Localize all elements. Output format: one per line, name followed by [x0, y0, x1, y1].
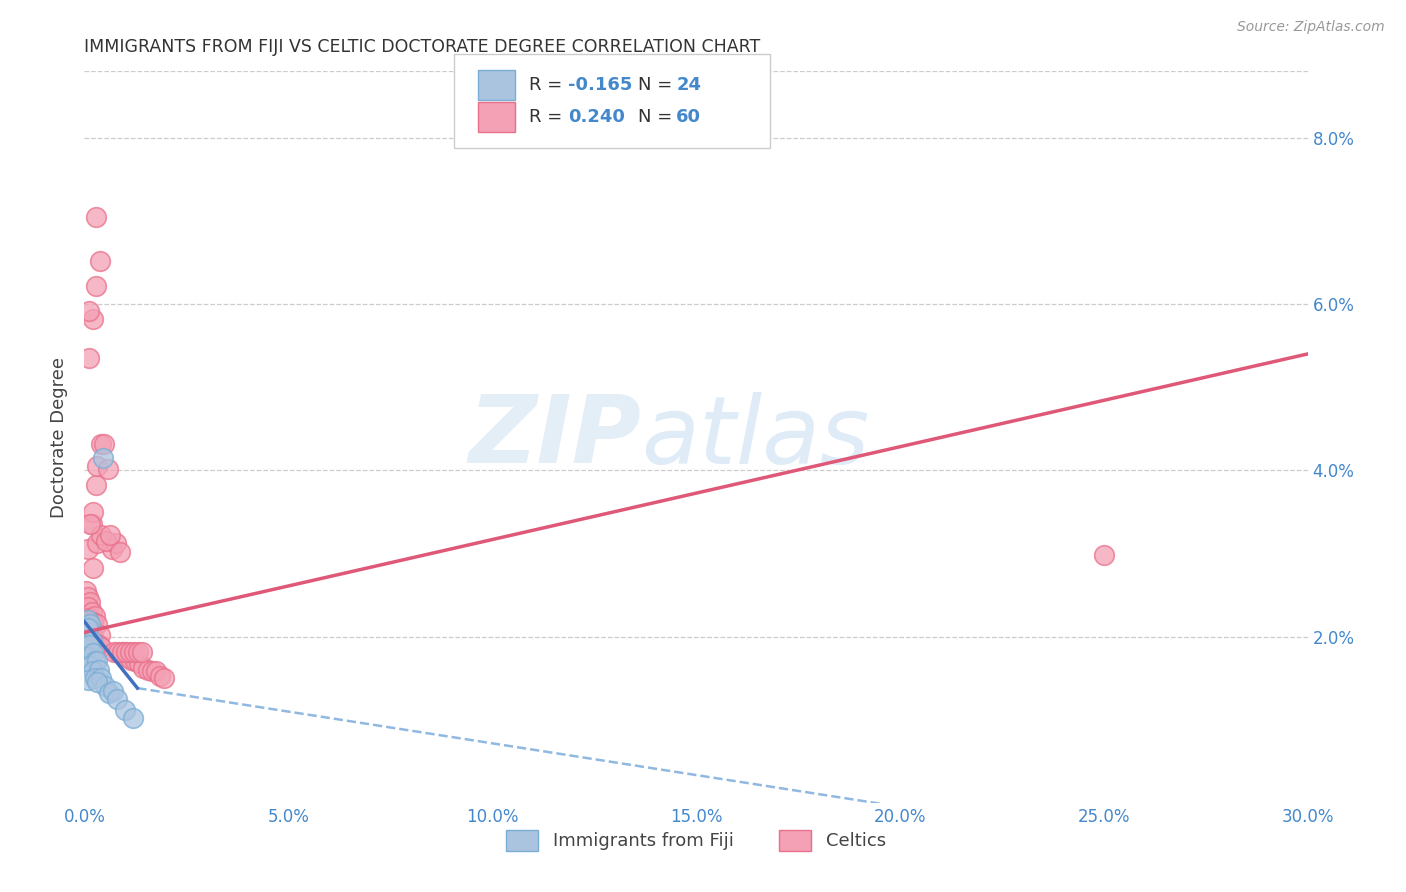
Point: [82, 615, 104, 629]
Point: [84, 478, 107, 492]
Point: [101, 542, 124, 557]
Point: [111, 644, 134, 658]
Point: [89, 628, 111, 642]
Point: [120, 653, 142, 667]
Point: [127, 644, 149, 658]
Point: [77, 621, 100, 635]
Point: [103, 644, 125, 658]
Point: [77, 590, 100, 604]
Point: [86, 655, 108, 669]
Point: [82, 630, 104, 644]
Point: [128, 656, 150, 670]
Point: [90, 671, 112, 685]
Point: [82, 561, 104, 575]
Point: [75, 642, 97, 657]
Point: [80, 605, 103, 619]
Point: [86, 617, 108, 632]
Text: N =: N =: [638, 76, 678, 94]
Point: [83, 608, 105, 623]
Point: [132, 661, 155, 675]
Point: [82, 646, 104, 660]
Point: [79, 517, 101, 532]
Point: [90, 640, 112, 654]
Point: [80, 517, 103, 532]
Point: [79, 658, 101, 673]
Point: [76, 650, 98, 665]
Point: [112, 644, 135, 658]
Point: [77, 673, 100, 687]
Text: -0.165: -0.165: [568, 76, 633, 94]
Text: IMMIGRANTS FROM FIJI VS CELTIC DOCTORATE DEGREE CORRELATION CHART: IMMIGRANTS FROM FIJI VS CELTIC DOCTORATE…: [84, 38, 761, 56]
Point: [122, 644, 145, 658]
Point: [86, 459, 108, 474]
Point: [90, 436, 112, 450]
Point: [105, 692, 128, 706]
Point: [82, 505, 104, 519]
Point: [80, 633, 103, 648]
Point: [90, 528, 112, 542]
Point: [115, 644, 138, 658]
Point: [75, 583, 97, 598]
Point: [76, 613, 98, 627]
Point: [124, 655, 146, 669]
Point: [97, 686, 120, 700]
Point: [83, 655, 105, 669]
Point: [83, 671, 105, 685]
Point: [149, 669, 172, 683]
Point: [87, 638, 110, 652]
Point: [87, 663, 110, 677]
Point: [89, 253, 111, 268]
Point: [94, 533, 117, 548]
Point: [141, 665, 163, 679]
Point: [76, 625, 98, 640]
Text: 0.240: 0.240: [568, 108, 624, 126]
Text: Source: ZipAtlas.com: Source: ZipAtlas.com: [1237, 20, 1385, 34]
Text: 60: 60: [676, 108, 702, 126]
Point: [82, 312, 104, 326]
Point: [77, 632, 100, 646]
Point: [98, 528, 121, 542]
Point: [114, 703, 136, 717]
Point: [82, 665, 104, 679]
Point: [86, 536, 108, 550]
Text: N =: N =: [638, 108, 678, 126]
Text: 24: 24: [676, 76, 702, 94]
Point: [107, 644, 129, 658]
Point: [1092, 548, 1115, 562]
Point: [77, 351, 100, 365]
Point: [76, 600, 98, 615]
Legend: Immigrants from Fiji, Celtics: Immigrants from Fiji, Celtics: [496, 821, 896, 860]
Text: R =: R =: [529, 76, 568, 94]
Point: [110, 545, 132, 559]
Point: [77, 542, 100, 557]
Point: [77, 611, 100, 625]
Point: [91, 450, 114, 465]
Text: R =: R =: [529, 108, 568, 126]
Point: [77, 303, 100, 318]
Point: [77, 617, 100, 632]
Point: [145, 665, 167, 679]
Point: [93, 680, 115, 694]
Point: [118, 644, 141, 658]
Text: ZIP: ZIP: [468, 391, 641, 483]
Point: [84, 278, 107, 293]
Point: [79, 594, 101, 608]
Point: [93, 436, 115, 450]
Point: [97, 461, 120, 475]
Point: [77, 638, 100, 652]
Point: [122, 711, 145, 725]
Point: [131, 644, 153, 658]
Point: [101, 683, 124, 698]
Point: [83, 636, 105, 650]
Point: [79, 617, 101, 632]
Point: [153, 671, 176, 685]
Point: [105, 536, 128, 550]
Point: [86, 675, 108, 690]
Point: [115, 650, 138, 665]
Point: [136, 663, 159, 677]
Point: [84, 210, 107, 224]
Y-axis label: Doctorate Degree: Doctorate Degree: [51, 357, 69, 517]
Text: atlas: atlas: [641, 392, 869, 483]
